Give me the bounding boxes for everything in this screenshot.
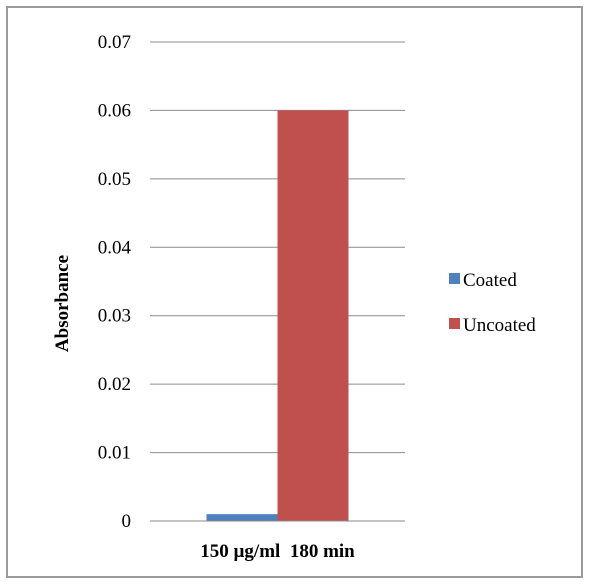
y-tick-label: 0.01 — [98, 443, 131, 464]
x-category-label: 150 µg/ml 180 min — [200, 541, 355, 562]
y-axis-label: Absorbance — [52, 255, 73, 352]
legend-label-uncoated: Uncoated — [463, 315, 536, 336]
y-tick-labels: 0 0.01 0.02 0.03 0.04 0.05 0.06 0.07 — [98, 32, 132, 532]
y-tick-label: 0.06 — [98, 100, 131, 121]
y-tick-label: 0.05 — [98, 169, 131, 190]
y-tick-label: 0.02 — [98, 374, 131, 395]
y-tick-label: 0 — [122, 511, 132, 532]
bar-coated — [206, 514, 278, 521]
legend-swatch-uncoated — [449, 318, 460, 329]
y-tick-label: 0.04 — [98, 237, 132, 258]
y-tick-label: 0.07 — [98, 32, 131, 53]
legend-swatch-coated — [449, 273, 460, 284]
legend: Coated Uncoated — [449, 270, 536, 336]
legend-label-coated: Coated — [463, 270, 517, 291]
bar-uncoated — [277, 110, 349, 521]
bars — [206, 110, 349, 521]
y-tick-label: 0.03 — [98, 306, 131, 327]
